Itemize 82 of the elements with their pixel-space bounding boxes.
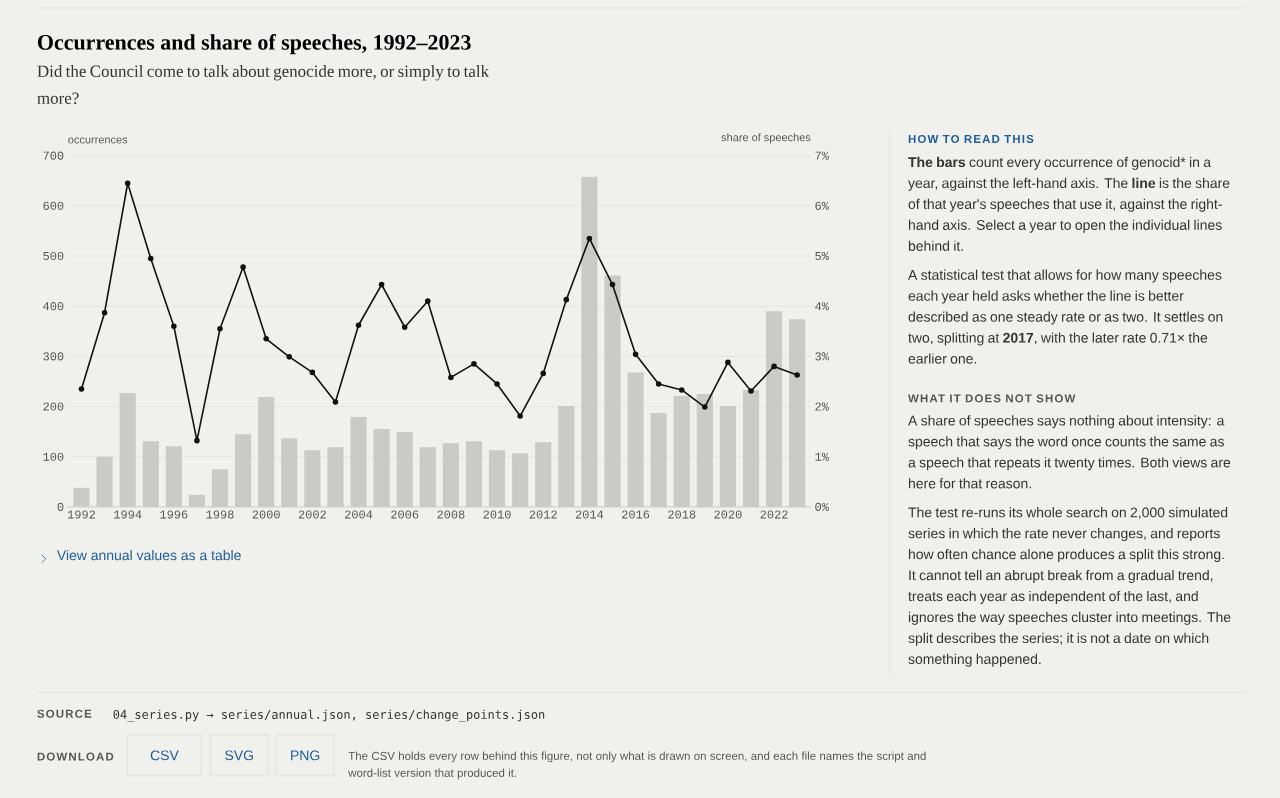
x-tick-label: 2020	[714, 510, 742, 519]
text: A statistical test that allows for how many speeches each year held asks whether the line is better described as one steady rate or as two. It settles on two, splitting at 2017, with the later rate 0.71× the earlier one.	[908, 269, 1223, 364]
x-tick-label: 2018	[668, 510, 696, 519]
y2-tick-label: 7%	[815, 151, 829, 160]
point	[448, 374, 454, 381]
y-tick-label: 500	[43, 251, 64, 260]
point	[540, 370, 547, 377]
y2-tick-label: 5%	[815, 251, 829, 260]
point	[263, 335, 269, 342]
text: SOURCE	[37, 709, 92, 718]
point	[563, 296, 570, 303]
x-tick-label: 1992	[67, 510, 96, 519]
text: PNG	[291, 750, 320, 761]
x-tick-label: 2012	[529, 510, 557, 519]
point	[748, 388, 754, 394]
text: 04_series.py → series/annual.json, series/change_points.json	[113, 709, 545, 722]
point	[171, 323, 177, 329]
text: CSV	[150, 750, 179, 761]
point	[471, 360, 477, 367]
x-tick-label: 1994	[114, 510, 142, 519]
y2-tick-label: 1%	[815, 452, 829, 461]
point	[609, 281, 616, 288]
point	[217, 325, 223, 332]
point	[101, 309, 108, 316]
y-tick-label: 700	[43, 151, 64, 160]
text: WHAT IT DOES NOT SHOW	[908, 394, 1076, 403]
y2-tick-label: 4%	[815, 302, 829, 311]
x-tick-label: 2008	[437, 510, 465, 519]
point	[332, 399, 339, 405]
point	[78, 386, 85, 392]
y2-tick-label: 0%	[815, 502, 829, 511]
point	[401, 324, 408, 330]
point	[586, 235, 593, 242]
point	[494, 381, 500, 387]
point	[517, 413, 523, 419]
chart-title: Occurrences and share of speeches, 1992–2023	[37, 33, 471, 55]
text: HOW TO READ THIS	[908, 134, 1034, 143]
point	[240, 264, 246, 270]
point	[194, 437, 200, 444]
y-axis-title: occurrences	[68, 137, 128, 144]
y2-tick-label: 6%	[815, 201, 829, 210]
text: The test re-runs its whole search on 2,000 simulated series in which the rate never changes, and reports how often chance alone produces a split this strong. It cannot tell an abrupt break from a gradual trend, treats each year as independent of the last, and ignores the way speeches cluster into meetings. The split describes the series; it is not a date on which something happened.	[908, 506, 1231, 667]
point	[771, 363, 777, 370]
y-tick-label: 400	[43, 301, 64, 311]
x-tick-label: 2022	[760, 510, 788, 519]
x-tick-label: 2002	[298, 510, 326, 519]
x-tick-label: 2016	[622, 510, 650, 519]
x-tick-label: 1996	[160, 510, 188, 519]
text: View annual values as a table	[56, 549, 241, 561]
text: The CSV holds every row behind this figure, not only what is drawn on screen, and each file names the script and word-list version that produced it.	[348, 751, 926, 780]
point	[424, 298, 431, 304]
y-tick-label: 600	[43, 201, 64, 210]
point	[655, 381, 662, 387]
point	[725, 359, 731, 366]
point	[355, 322, 362, 328]
y-tick-label: 0	[57, 502, 64, 511]
x-tick-label: 2010	[483, 510, 511, 519]
point	[147, 255, 154, 262]
chart-subtitle: Did the Council come to talk about genocide more, or simply to talk more?	[37, 64, 490, 104]
text: DOWNLOAD	[37, 752, 114, 761]
text: A share of speeches says nothing about intensity: a speech that says the word once counts the same as a speech that repeats it twenty times. Both views are here for that reason.	[908, 415, 1231, 489]
point	[632, 351, 639, 358]
y-tick-label: 200	[43, 402, 64, 411]
x-tick-label: 2000	[252, 510, 280, 519]
point	[309, 369, 316, 376]
text: SVG	[225, 750, 253, 761]
y2-axis-title: share of speeches	[721, 133, 811, 144]
point	[794, 372, 800, 378]
point	[702, 404, 708, 410]
x-tick-label: 2004	[345, 510, 373, 519]
y-tick-label: 100	[43, 452, 64, 461]
x-tick-label: 2006	[391, 510, 419, 519]
point	[678, 387, 685, 393]
x-tick-label: 1998	[206, 510, 234, 519]
x-tick-label: 2014	[575, 510, 604, 519]
y2-tick-label: 3%	[815, 352, 829, 361]
y2-tick-label: 2%	[815, 402, 829, 411]
text: The bars count every occurrence of genocid* in a year, against the left-hand axis. The line is the share of that year's speeches that use it, against the right-hand axis. Select a year to open the individual lines behind it.	[908, 156, 1230, 251]
point	[124, 180, 131, 186]
point	[378, 281, 385, 288]
point	[286, 353, 293, 360]
y-tick-label: 300	[43, 352, 64, 361]
